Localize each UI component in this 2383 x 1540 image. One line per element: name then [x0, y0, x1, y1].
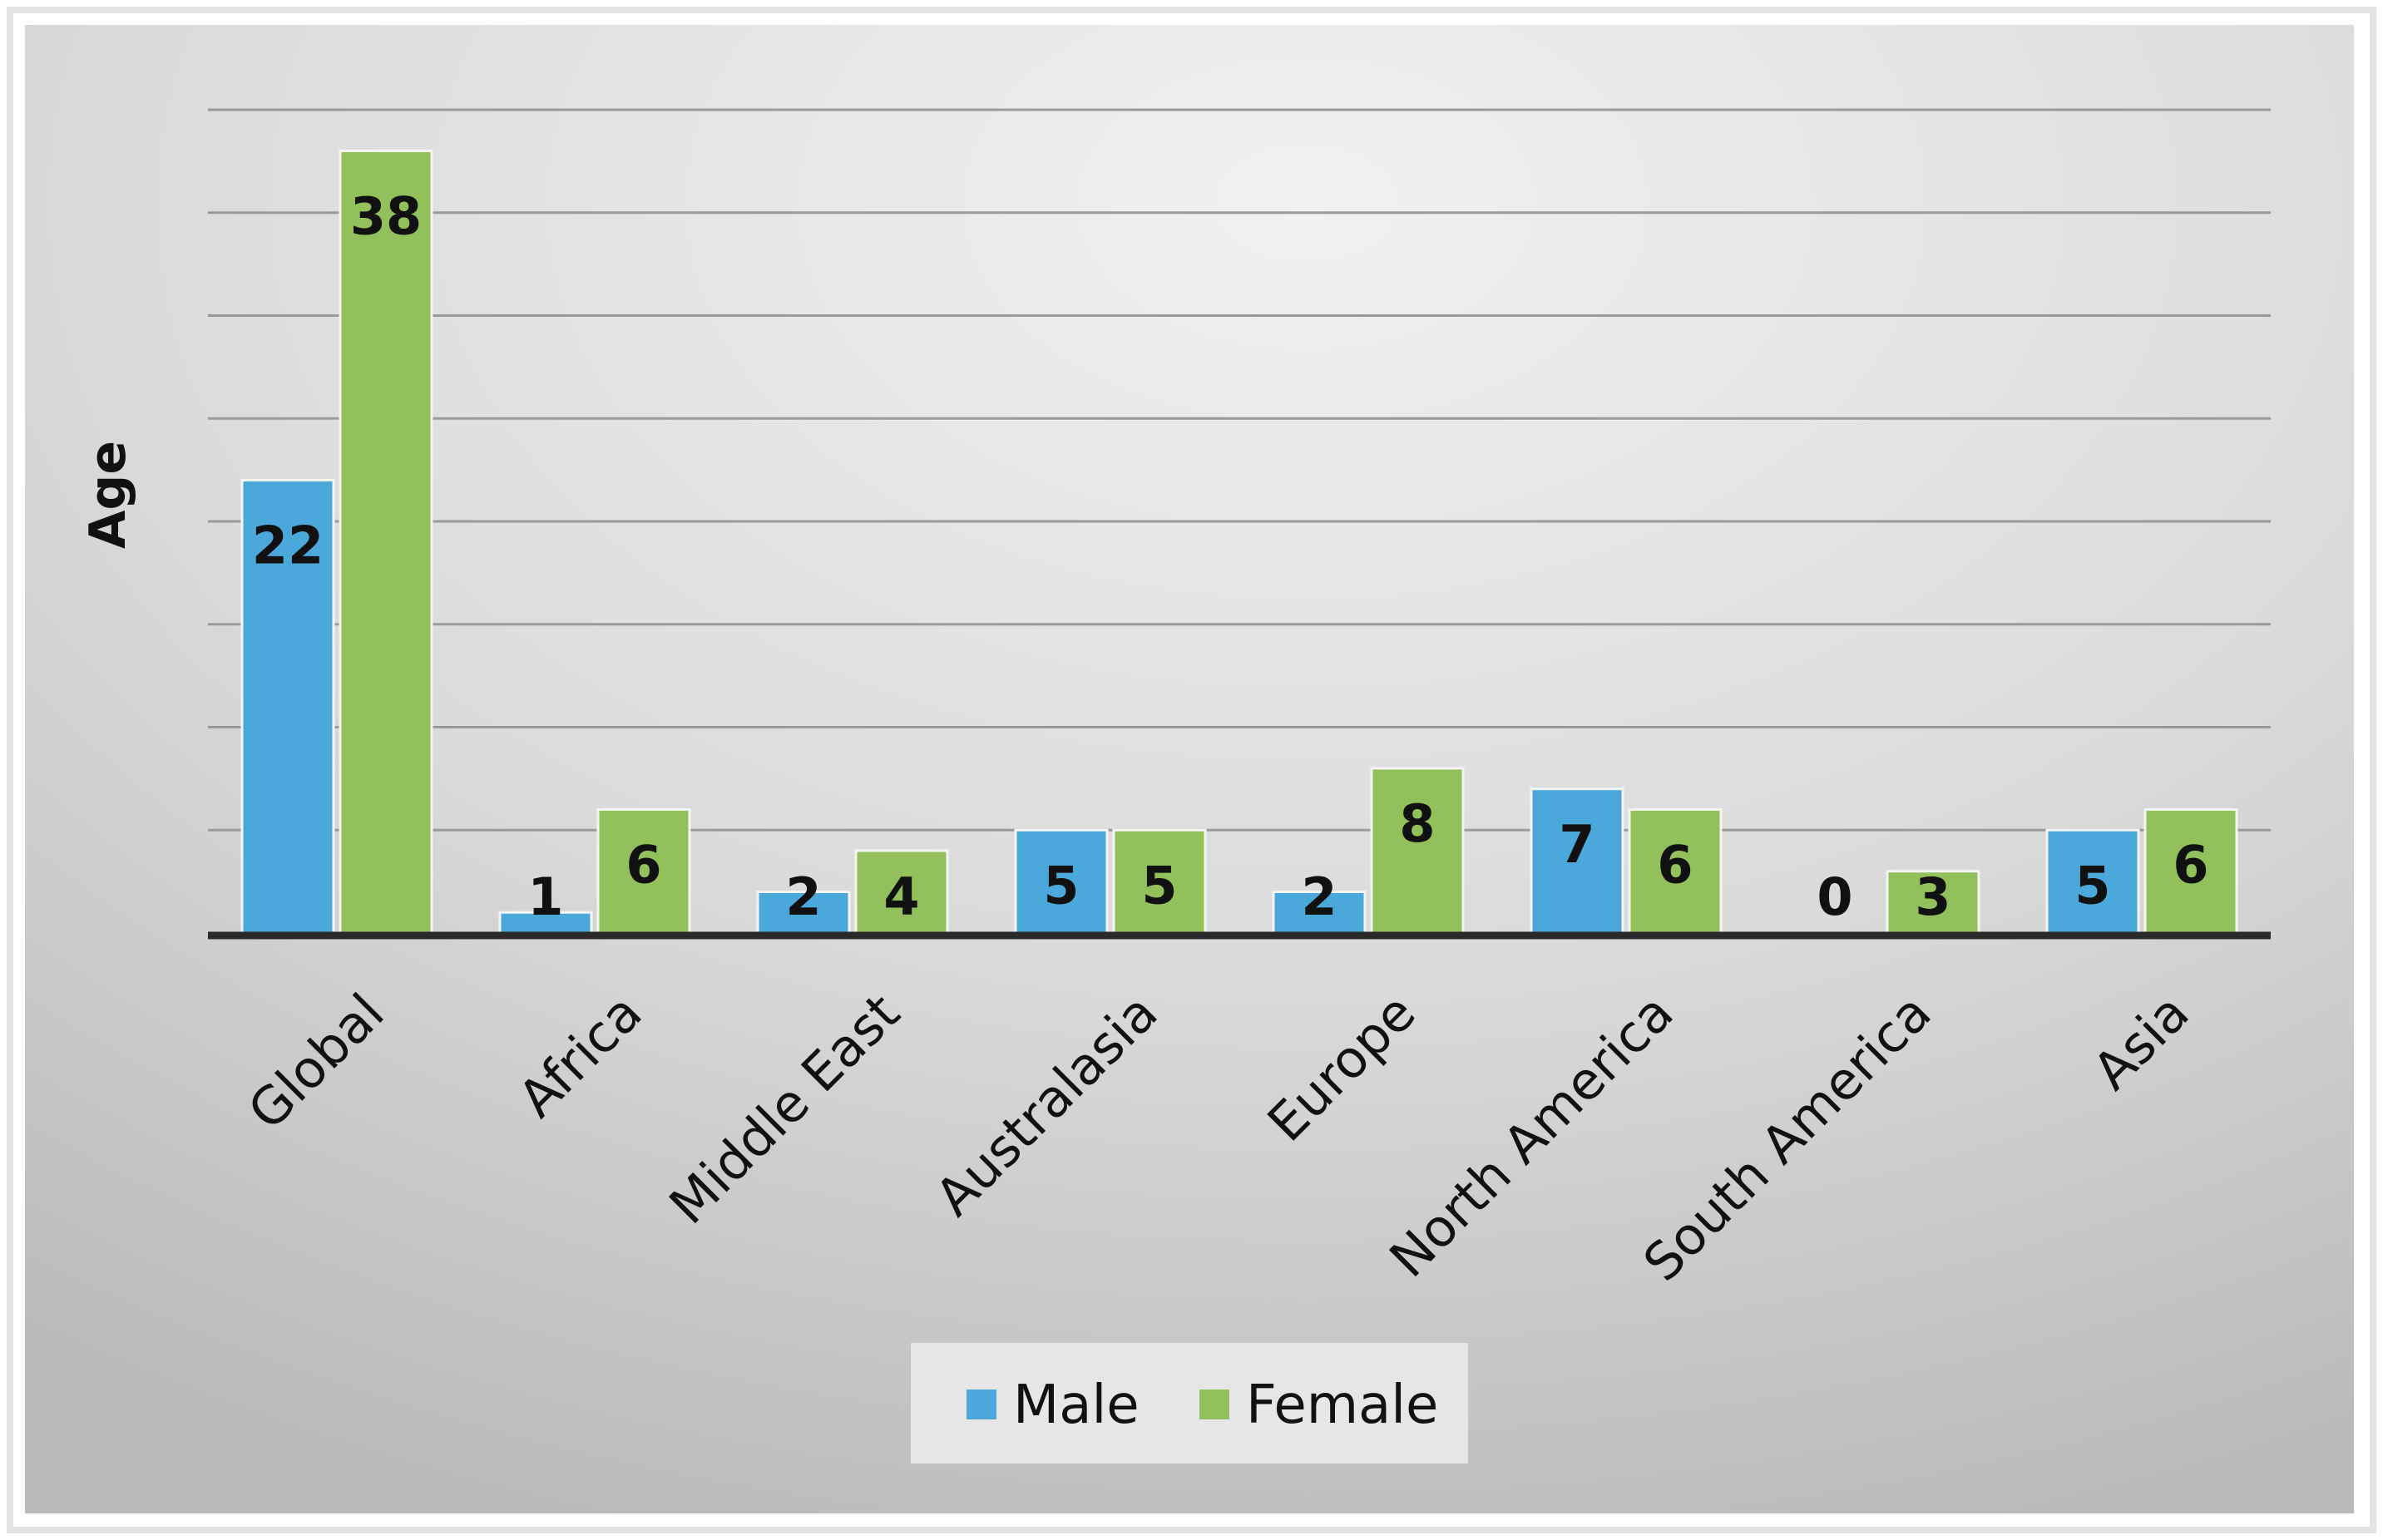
data-labels: 22 38 1 6 2 4 5 5 2 8 7 6 0 3 5 6: [252, 186, 2209, 928]
bar-female-africa: [596, 808, 691, 935]
data-label-male-global: 22: [252, 516, 324, 576]
data-label-female-north-america: 6: [1657, 835, 1693, 896]
data-label-male-asia: 5: [2074, 855, 2110, 916]
bar-male-asia: [2045, 828, 2140, 935]
bar-male-global: [240, 479, 335, 935]
bar-male-europe: [1272, 891, 1367, 935]
legend-label-female: Female: [1246, 1375, 1438, 1436]
legend-box: [911, 1343, 1468, 1463]
bar-female-europe: [1370, 767, 1465, 935]
y-axis-title: Age: [79, 441, 137, 549]
bar-male-australasia: [1014, 828, 1109, 935]
bar-male-north-america: [1530, 787, 1624, 935]
data-label-female-australasia: 5: [1141, 855, 1177, 916]
data-label-male-north-america: 7: [1559, 814, 1594, 875]
data-label-female-south-america: 3: [1915, 866, 1950, 927]
bar-female-middle-east: [854, 849, 949, 935]
legend: Male Female: [911, 1343, 1468, 1463]
data-label-female-global: 38: [350, 186, 422, 247]
data-label-female-asia: 6: [2173, 835, 2208, 896]
data-label-male-middle-east: 2: [785, 866, 821, 927]
data-label-male-africa: 1: [527, 866, 563, 927]
data-label-female-africa: 6: [625, 835, 661, 896]
bar-female-australasia: [1112, 828, 1207, 935]
data-label-female-middle-east: 4: [883, 866, 919, 927]
legend-swatch-male: [967, 1389, 996, 1419]
data-label-male-south-america: 0: [1817, 866, 1852, 927]
data-label-female-europe: 8: [1399, 793, 1435, 854]
bars: [240, 150, 2238, 935]
bar-female-north-america: [1628, 808, 1723, 935]
bar-female-global: [339, 150, 433, 935]
data-label-male-europe: 2: [1301, 866, 1337, 927]
legend-swatch-female: [1199, 1389, 1229, 1419]
legend-label-male: Male: [1013, 1375, 1140, 1436]
gridlines: [208, 108, 2271, 832]
bar-male-middle-east: [756, 891, 851, 935]
data-label-male-australasia: 5: [1043, 855, 1079, 916]
bar-female-asia: [2143, 808, 2238, 935]
bar-male-africa: [498, 911, 593, 935]
bar-female-south-america: [1886, 870, 1980, 935]
